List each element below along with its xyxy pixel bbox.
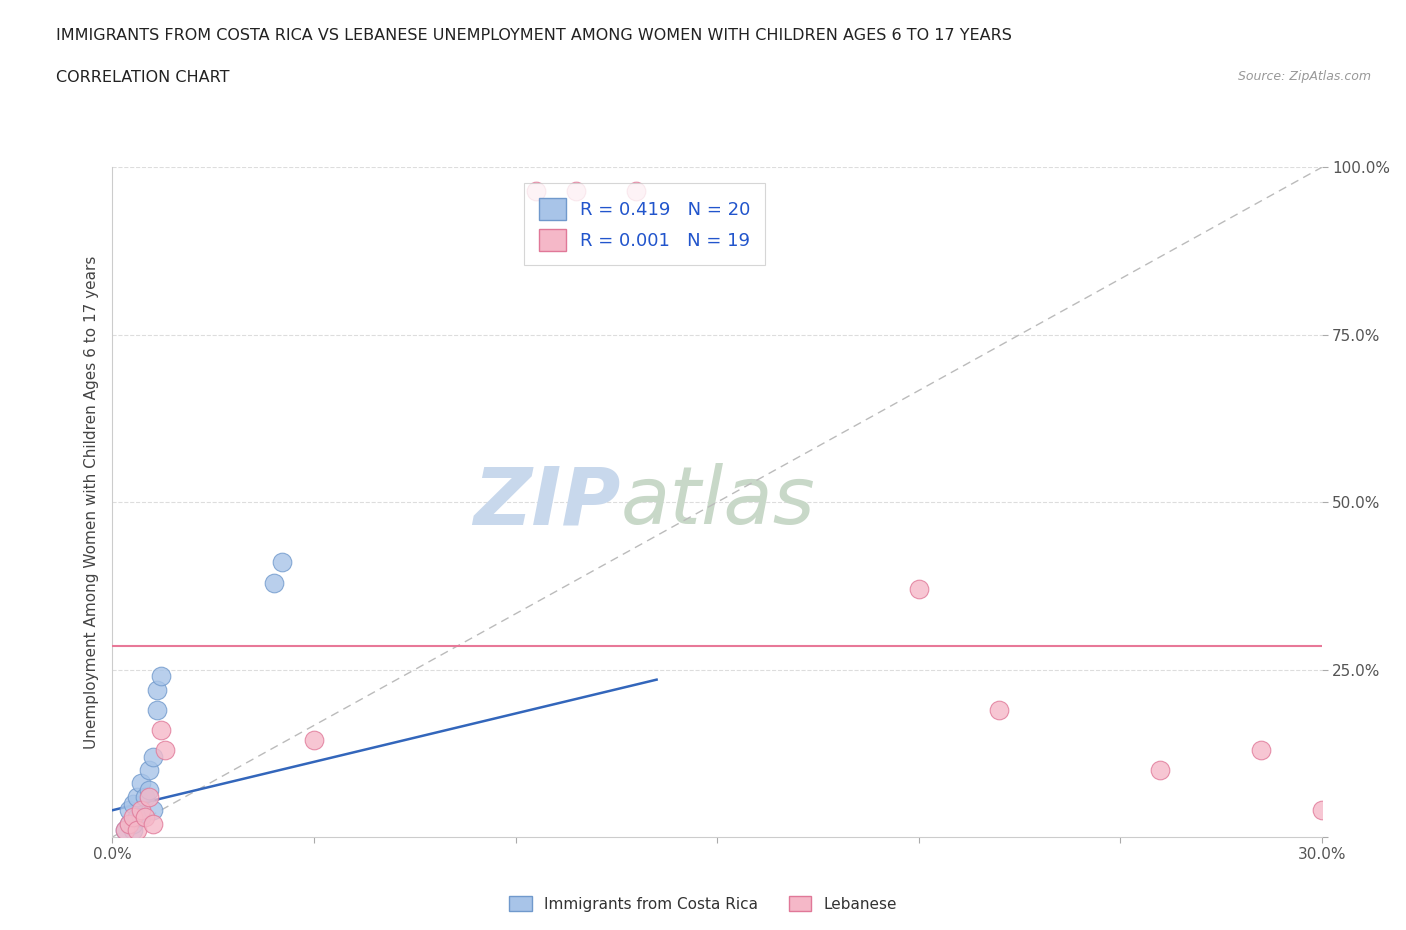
Point — [125, 790, 148, 804]
Point — [1149, 763, 1171, 777]
Point — [129, 776, 152, 790]
Point — [117, 803, 139, 817]
Point — [142, 750, 165, 764]
Legend: R = 0.419   N = 20, R = 0.001   N = 19: R = 0.419 N = 20, R = 0.001 N = 19 — [524, 183, 765, 265]
Point — [121, 809, 143, 824]
Point — [117, 817, 139, 831]
Point — [1310, 803, 1333, 817]
Point — [146, 702, 169, 717]
Point — [907, 582, 929, 597]
Point — [138, 763, 160, 777]
Legend: Immigrants from Costa Rica, Lebanese: Immigrants from Costa Rica, Lebanese — [503, 889, 903, 918]
Point — [125, 823, 148, 838]
Point — [117, 817, 139, 831]
Text: IMMIGRANTS FROM COSTA RICA VS LEBANESE UNEMPLOYMENT AMONG WOMEN WITH CHILDREN AG: IMMIGRANTS FROM COSTA RICA VS LEBANESE U… — [56, 28, 1012, 43]
Point — [134, 809, 156, 824]
Point — [138, 783, 160, 798]
Point — [121, 817, 143, 831]
Point — [565, 183, 588, 198]
Point — [626, 183, 648, 198]
Point — [129, 803, 152, 817]
Text: CORRELATION CHART: CORRELATION CHART — [56, 70, 229, 85]
Point — [121, 823, 143, 838]
Y-axis label: Unemployment Among Women with Children Ages 6 to 17 years: Unemployment Among Women with Children A… — [83, 256, 98, 749]
Point — [302, 733, 325, 748]
Text: ZIP: ZIP — [472, 463, 620, 541]
Point — [134, 790, 156, 804]
Point — [138, 790, 160, 804]
Point — [153, 742, 176, 757]
Point — [1250, 742, 1272, 757]
Point — [988, 702, 1011, 717]
Point — [114, 823, 136, 838]
Point — [129, 809, 152, 824]
Text: atlas: atlas — [620, 463, 815, 541]
Point — [270, 555, 292, 570]
Point — [142, 803, 165, 817]
Point — [125, 809, 148, 824]
Point — [142, 817, 165, 831]
Point — [149, 723, 172, 737]
Point — [149, 669, 172, 684]
Point — [263, 575, 285, 590]
Point — [146, 683, 169, 698]
Point — [121, 796, 143, 811]
Point — [114, 823, 136, 838]
Text: Source: ZipAtlas.com: Source: ZipAtlas.com — [1237, 70, 1371, 83]
Point — [524, 183, 547, 198]
